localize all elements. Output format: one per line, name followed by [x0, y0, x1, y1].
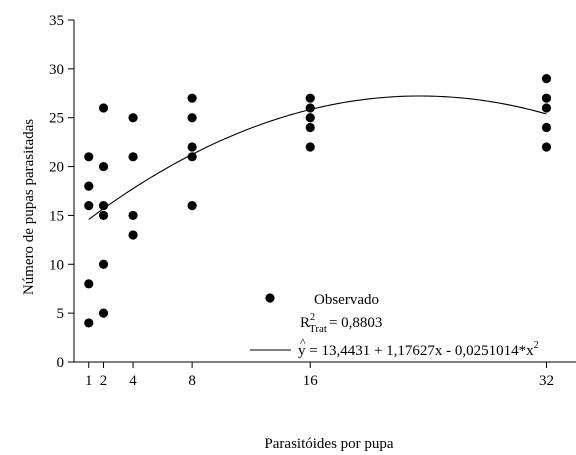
x-tick-label: 1 — [85, 373, 93, 389]
x-tick-label: 2 — [100, 373, 108, 389]
y-tick-label: 10 — [49, 257, 64, 273]
data-point — [187, 113, 197, 123]
y-tick-label: 0 — [57, 355, 65, 371]
y-tick-label: 20 — [49, 160, 64, 176]
data-point — [84, 279, 94, 289]
legend-r2: R2 Trat = 0,8803 — [300, 312, 382, 335]
legend-marker-observed — [265, 293, 275, 303]
data-point — [541, 103, 552, 113]
x-tick-label: 8 — [188, 373, 196, 389]
data-point — [98, 161, 109, 172]
x-tick-label: 32 — [539, 373, 554, 389]
data-point — [84, 181, 94, 191]
data-point — [305, 142, 315, 152]
y-tick-label: 25 — [49, 111, 64, 127]
data-point — [128, 152, 138, 162]
fit-curve — [88, 95, 547, 220]
data-point — [98, 308, 109, 318]
data-point — [305, 103, 315, 113]
data-point — [84, 318, 94, 328]
y-axis-label: Número de pupas parasitadas — [21, 119, 37, 295]
y-tick-label: 15 — [49, 208, 64, 224]
fit-curve-group — [88, 95, 547, 220]
data-point — [541, 122, 552, 133]
data-point — [541, 93, 552, 103]
x-tick-label: 16 — [303, 373, 319, 389]
data-point — [128, 230, 138, 240]
data-point — [187, 201, 197, 211]
data-point — [128, 113, 138, 123]
x-axis-label: Parasitóides por pupa — [264, 436, 393, 452]
data-point — [98, 201, 109, 211]
data-points — [84, 74, 552, 328]
data-point — [98, 103, 109, 113]
y-tick-label: 35 — [49, 13, 64, 29]
data-point — [187, 152, 197, 162]
data-point — [84, 201, 94, 211]
y-tick-label: 5 — [57, 306, 65, 322]
data-point — [98, 210, 109, 221]
x-tick-label: 4 — [129, 373, 137, 389]
legend-hat: ^ — [300, 335, 306, 349]
legend-label-observed: Observado — [314, 292, 379, 308]
data-point — [98, 259, 109, 269]
data-point — [305, 93, 315, 103]
data-point — [128, 210, 138, 221]
axes: 0 5 10 15 20 25 30 35 1 2 4 8 16 32 — [49, 13, 576, 389]
y-tick-label: 30 — [49, 62, 64, 78]
data-point — [305, 113, 315, 123]
data-point — [84, 152, 94, 162]
legend-equation: y = 13,4431 + 1,17627x - 0,0251014*x2 — [298, 340, 539, 359]
data-point — [541, 74, 552, 84]
data-point — [305, 122, 315, 133]
data-point — [187, 93, 197, 103]
legend: Observado R2 Trat = 0,8803 ^ y = 13,4431 +… — [250, 292, 539, 359]
data-point — [187, 142, 197, 152]
data-point — [541, 142, 552, 152]
